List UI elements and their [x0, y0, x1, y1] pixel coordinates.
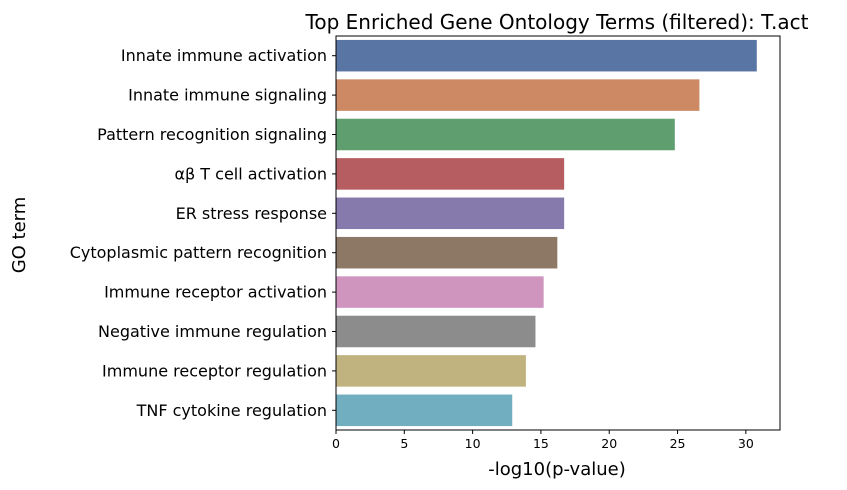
x-tick-label-2: 10 [465, 436, 481, 451]
chart-title: Top Enriched Gene Ontology Terms (filter… [305, 10, 809, 34]
bar-3 [336, 158, 565, 190]
bar-5 [336, 236, 558, 269]
bars-group [336, 39, 757, 427]
bar-2 [336, 118, 675, 151]
category-label-5: Cytoplasmic pattern recognition [70, 243, 327, 262]
category-labels: Innate immune activation Innate immune si… [70, 46, 336, 420]
category-label-2: Pattern recognition signaling [97, 125, 327, 144]
category-label-1: Innate immune signaling [128, 86, 327, 105]
bar-4 [336, 197, 565, 230]
bar-1 [336, 79, 700, 111]
x-tick-label-5: 25 [670, 436, 686, 451]
category-label-6: Immune receptor activation [104, 283, 327, 302]
x-tick-label-6: 30 [738, 436, 754, 451]
y-axis-label: GO term [9, 197, 30, 274]
x-tick-label-1: 5 [400, 436, 408, 451]
x-tick-label-4: 20 [601, 436, 617, 451]
bar-0 [336, 39, 757, 72]
category-label-9: TNF cytokine regulation [136, 401, 327, 420]
plot-frame [335, 35, 781, 431]
bar-6 [336, 276, 544, 308]
category-label-7: Negative immune regulation [98, 322, 327, 341]
category-label-3: αβ T cell activation [174, 164, 327, 183]
x-tick-label-0: 0 [332, 436, 340, 451]
x-axis-label: -log10(p-value) [488, 459, 626, 480]
category-label-0: Innate immune activation [121, 46, 327, 65]
x-ticks: 0 5 10 15 20 25 30 [332, 430, 754, 451]
bar-7 [336, 315, 536, 348]
bar-9 [336, 394, 513, 427]
bar-8 [336, 355, 526, 387]
category-label-8: Immune receptor regulation [102, 361, 327, 380]
category-label-4: ER stress response [176, 204, 327, 223]
x-tick-label-3: 15 [533, 436, 549, 451]
